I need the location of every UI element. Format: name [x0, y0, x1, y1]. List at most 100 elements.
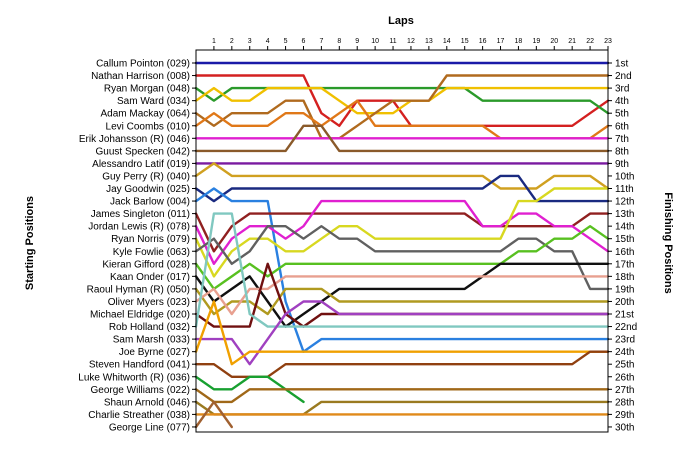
finishing-position-label: 24th [615, 347, 634, 358]
starting-position-label: Joe Byrne (027) [119, 347, 190, 358]
driver-line-5 [194, 74, 610, 140]
starting-position-label: James Singleton (011) [91, 209, 190, 220]
driver-line-19 [194, 287, 610, 316]
finishing-position-label: 29th [615, 410, 634, 421]
starting-position-label: Raoul Hyman (R) (050) [87, 284, 190, 295]
driver-line-20 [194, 275, 610, 316]
finishing-position-label: 4th [615, 96, 629, 107]
starting-position-label: Kaan Onder (017) [110, 272, 190, 283]
x-tick-label: 6 [302, 38, 306, 45]
starting-position-label: Michael Eldridge (020) [90, 310, 190, 321]
finishing-position-label: 8th [615, 146, 629, 157]
finishing-position-label: 21st [615, 310, 634, 321]
starting-position-label: Sam Ward (034) [117, 96, 190, 107]
starting-position-label: Ryan Norris (079) [111, 234, 190, 245]
x-tick-label: 22 [586, 38, 594, 45]
driver-line-30 [194, 400, 234, 429]
starting-position-label: Alessandro Latif (019) [92, 159, 190, 170]
starting-position-label: Levi Coombs (010) [106, 121, 190, 132]
x-tick-label: 14 [443, 38, 451, 45]
finishing-position-label: 25th [615, 360, 634, 371]
driver-line-4 [194, 86, 610, 115]
starting-position-label: Jay Goodwin (025) [106, 184, 190, 195]
starting-position-label: Steven Handford (041) [89, 360, 190, 371]
starting-position-label: Jack Barlow (004) [110, 197, 190, 208]
finishing-position-label: 30th [615, 422, 634, 433]
starting-position-label: Jordan Lewis (R) (078) [88, 222, 190, 233]
starting-position-label: Sam Marsh (033) [113, 335, 190, 346]
starting-position-label: Shaun Arnold (046) [104, 397, 190, 408]
driver-line-17 [194, 224, 610, 291]
x-tick-label: 4 [266, 38, 270, 45]
x-tick-label: 9 [355, 38, 359, 45]
x-tick-label: 3 [248, 38, 252, 45]
finishing-position-label: 28th [615, 397, 634, 408]
x-tick-label: 18 [515, 38, 523, 45]
starting-position-label: Kyle Fowlie (063) [113, 247, 190, 258]
x-tick-label: 2 [230, 38, 234, 45]
driver-line-13 [194, 212, 610, 253]
finishing-position-label: 14th [615, 222, 634, 233]
driver-line-16 [194, 224, 610, 291]
y-axis-label-left: Starting Positions [24, 196, 36, 290]
driver-line-23 [194, 300, 610, 366]
finishing-position-label: 9th [615, 159, 629, 170]
driver-line-15 [194, 187, 610, 278]
starting-position-label: Erik Johansson (R) (046) [79, 134, 190, 145]
finishing-position-label: 10th [615, 171, 634, 182]
starting-position-label: Luke Whitworth (R) (036) [78, 372, 190, 383]
finishing-position-label: 22nd [615, 322, 637, 333]
plot-frame [195, 49, 609, 433]
y-axis-label-right: Finishing Positions [662, 192, 674, 293]
x-tick-label: 21 [568, 38, 576, 45]
driver-line-18 [194, 262, 610, 328]
finishing-position-label: 17th [615, 259, 634, 270]
finishing-position-label: 26th [615, 372, 634, 383]
starting-position-label: Adam Mackay (064) [101, 109, 190, 120]
x-tick-label: 17 [497, 38, 505, 45]
x-tick-label: 13 [425, 38, 433, 45]
starting-position-label: Kieran Gifford (028) [102, 259, 190, 270]
driver-line-8 [194, 124, 610, 153]
driver-line-11 [194, 174, 610, 203]
finishing-position-label: 19th [615, 284, 634, 295]
x-tick-label: 16 [479, 38, 487, 45]
starting-position-label: George Williams (022) [91, 385, 190, 396]
driver-line-28 [194, 400, 610, 416]
starting-position-label: Guust Specken (042) [96, 146, 191, 157]
finishing-position-label: 23rd [615, 335, 635, 346]
driver-line-3 [194, 86, 610, 115]
x-tick-label: 7 [319, 38, 323, 45]
driver-line-14 [194, 199, 610, 265]
finishing-position-label: 6th [615, 121, 629, 132]
finishing-position-label: 5th [615, 109, 629, 120]
starting-position-label: Charlie Streather (038) [88, 410, 190, 421]
driver-line-27 [194, 388, 610, 404]
driver-line-21 [194, 262, 610, 328]
x-tick-label: 8 [337, 38, 341, 45]
finishing-position-label: 3rd [615, 84, 629, 95]
finishing-position-label: 11th [615, 184, 634, 195]
x-tick-label: 1 [212, 38, 216, 45]
finishing-position-label: 27th [615, 385, 634, 396]
x-axis-label: Laps [388, 15, 414, 27]
driver-line-2 [194, 74, 610, 128]
starting-position-label: Ryan Morgan (048) [104, 84, 190, 95]
driver-line-25 [194, 350, 610, 378]
x-tick-label: 5 [284, 38, 288, 45]
x-tick-label: 15 [461, 38, 469, 45]
driver-line-24 [194, 300, 610, 366]
finishing-position-label: 15th [615, 234, 634, 245]
finishing-position-label: 20th [615, 297, 634, 308]
starting-position-label: Callum Pointon (029) [96, 59, 190, 70]
starting-position-label: Guy Perry (R) (040) [102, 171, 190, 182]
starting-position-label: Nathan Harrison (008) [91, 71, 190, 82]
driver-line-22 [194, 212, 610, 328]
starting-position-label: Oliver Myers (023) [108, 297, 190, 308]
x-tick-label: 20 [550, 38, 558, 45]
x-tick-label: 12 [407, 38, 415, 45]
finishing-position-label: 12th [615, 197, 634, 208]
finishing-position-label: 1st [615, 59, 629, 70]
